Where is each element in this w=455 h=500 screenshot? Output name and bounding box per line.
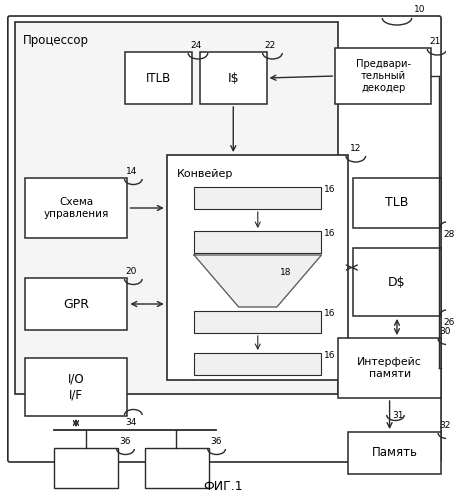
Text: Схема
управления: Схема управления (43, 197, 109, 219)
Text: 31: 31 (393, 410, 404, 420)
Text: 16: 16 (324, 351, 336, 360)
Text: 14: 14 (126, 167, 137, 176)
Text: 36: 36 (120, 437, 131, 446)
Text: 12: 12 (350, 144, 361, 153)
Bar (335, 48, 431, 104)
Text: TLB: TLB (385, 196, 409, 209)
Bar (353, 178, 441, 228)
Text: Интерфейс
памяти: Интерфейс памяти (357, 357, 422, 379)
Bar (194, 311, 322, 333)
Text: I/O
I/F: I/O I/F (68, 373, 84, 401)
Bar (348, 432, 441, 474)
Bar (25, 278, 127, 330)
Text: Конвейер: Конвейер (177, 169, 233, 179)
Text: D$: D$ (388, 276, 406, 288)
Text: 20: 20 (126, 267, 137, 276)
Bar (200, 52, 267, 104)
Bar (338, 338, 441, 398)
Text: 36: 36 (211, 437, 222, 446)
Bar (145, 448, 209, 488)
Text: GPR: GPR (63, 298, 89, 310)
Text: Предвари-
тельный
декодер: Предвари- тельный декодер (356, 60, 411, 92)
Text: 18: 18 (280, 268, 291, 277)
Text: ФИГ.1: ФИГ.1 (204, 480, 243, 493)
FancyBboxPatch shape (8, 16, 441, 462)
Bar (353, 248, 441, 316)
Bar (126, 52, 192, 104)
Text: 30: 30 (439, 327, 450, 336)
Text: Процессор: Процессор (23, 34, 89, 47)
Text: 10: 10 (414, 5, 425, 14)
Bar (167, 155, 348, 380)
Bar (15, 22, 338, 394)
Text: 16: 16 (324, 229, 336, 238)
Bar (194, 353, 322, 375)
Bar (25, 358, 127, 416)
Bar (194, 231, 322, 253)
Text: 32: 32 (439, 421, 450, 430)
Polygon shape (194, 255, 322, 307)
Text: ITLB: ITLB (146, 72, 172, 85)
Text: 16: 16 (324, 185, 336, 194)
Text: 24: 24 (190, 41, 202, 50)
Text: I$: I$ (228, 72, 239, 85)
Bar (25, 178, 127, 238)
Bar (54, 448, 117, 488)
Text: 22: 22 (265, 41, 276, 50)
Text: 28: 28 (443, 230, 455, 239)
Text: 21: 21 (429, 37, 440, 46)
Text: 34: 34 (126, 418, 137, 427)
Text: 26: 26 (443, 318, 455, 327)
Text: Память: Память (371, 446, 418, 460)
Bar (194, 187, 322, 209)
Text: 16: 16 (324, 309, 336, 318)
